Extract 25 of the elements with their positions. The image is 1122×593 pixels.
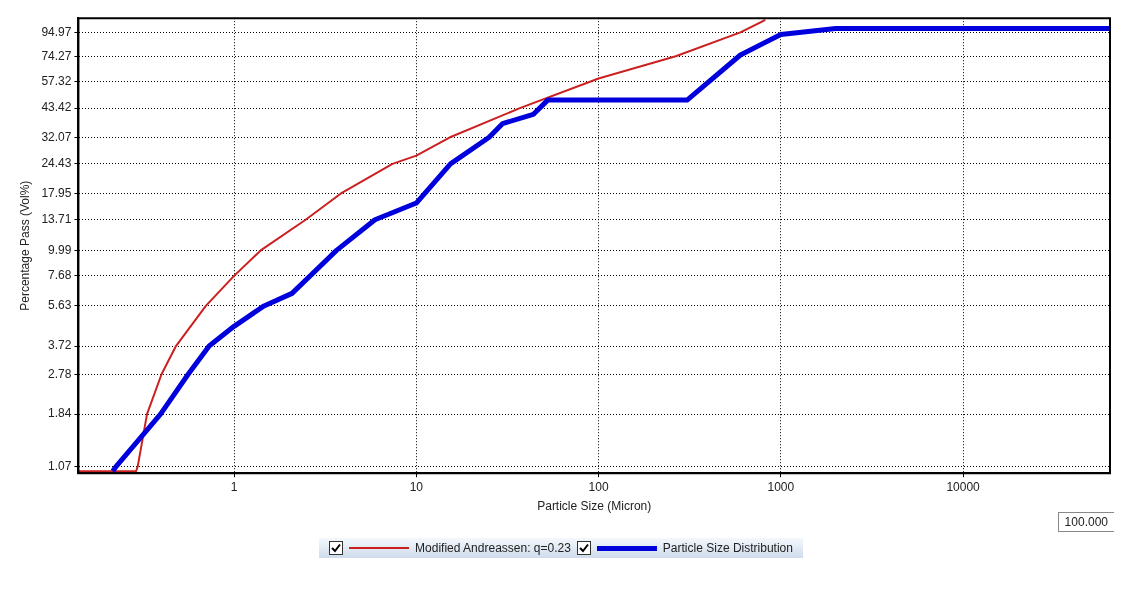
y-tick-label: 24.43 <box>41 156 72 171</box>
y-tick-label: 13.71 <box>41 212 72 227</box>
x-tick-label: 1000 <box>767 479 795 494</box>
x-tick-label: 10000 <box>946 479 981 494</box>
y-tick-label: 74.27 <box>41 48 72 63</box>
y-tick-label: 57.32 <box>41 73 72 88</box>
x-tick-label: 100 <box>588 479 609 494</box>
y-axis-title: Percentage Pass (Vol%) <box>17 180 32 311</box>
y-tick-label: 9.99 <box>48 242 72 257</box>
x-tick-label: 10 <box>409 479 424 494</box>
y-tick-label: 2.78 <box>48 366 72 381</box>
y-tick-label: 7.68 <box>48 268 72 283</box>
y-tick-label: 94.97 <box>41 24 72 39</box>
x-axis-title: Particle Size (Micron) <box>537 499 652 514</box>
y-tick-label: 5.63 <box>48 298 72 313</box>
legend-label: Modified Andreassen: q=0.23 <box>415 541 571 555</box>
y-tick-label: 1.84 <box>48 406 72 421</box>
y-tick-label: 17.95 <box>41 186 72 200</box>
y-tick-label: 43.42 <box>41 100 72 115</box>
legend-label: Particle Size Distribution <box>662 541 793 555</box>
y-tick-label: 32.07 <box>41 129 72 144</box>
text: 100.000 <box>1057 512 1114 532</box>
x-tick-label: 1 <box>230 479 238 494</box>
y-tick-label: 3.72 <box>48 338 72 353</box>
y-tick-label: 1.07 <box>48 458 72 473</box>
